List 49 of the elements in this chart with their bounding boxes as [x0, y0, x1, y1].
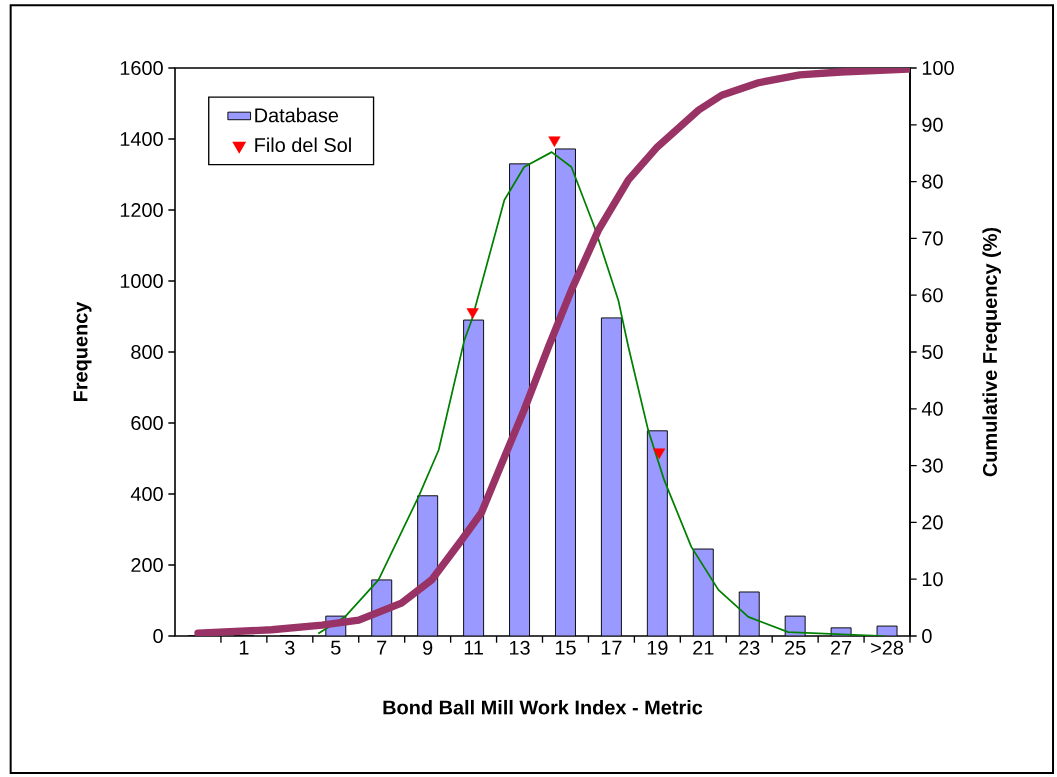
- y2-tick-label: 20: [922, 515, 943, 530]
- x-tick-label: 19: [647, 640, 668, 655]
- y2-axis-title: Cumulative Frequency (%): [982, 227, 1001, 477]
- x-tick-label: 27: [831, 640, 852, 655]
- y2-tick-label: 80: [922, 174, 943, 189]
- y-tick-label: 0: [153, 628, 163, 644]
- y-tick-label: 800: [131, 344, 163, 360]
- x-tick-label: 25: [785, 640, 806, 655]
- point: [466, 308, 479, 319]
- x-tick-label: 23: [739, 640, 760, 655]
- y2-tick-label: 90: [922, 117, 943, 132]
- y2-tick-label: 60: [922, 288, 943, 303]
- bar: [600, 317, 622, 636]
- y-tick-label: 400: [130, 486, 163, 502]
- x-tick-label: 3: [285, 640, 295, 655]
- legend-label: Filo del Sol: [255, 137, 351, 153]
- bar: [509, 163, 531, 636]
- y2-tick-label: 0: [922, 628, 932, 644]
- y-tick-label: 1200: [120, 202, 163, 218]
- y2-tick-label: 70: [922, 231, 943, 246]
- y-tick-label: 1400: [120, 131, 163, 147]
- y2-tick-label: 10: [922, 572, 943, 587]
- y2-tick-label: 40: [921, 401, 943, 416]
- x-tick-label: 1: [239, 640, 249, 655]
- x-tick-label: 9: [423, 640, 433, 655]
- y-tick-label: 1000: [120, 273, 163, 289]
- line-series: [317, 151, 885, 636]
- x-tick-label: 11: [464, 640, 483, 655]
- bar: [646, 430, 668, 636]
- point: [653, 448, 666, 460]
- y-tick-label: 1600: [120, 60, 163, 76]
- x-tick-label: 15: [555, 640, 576, 655]
- y-tick-label: 200: [131, 557, 163, 573]
- x-tick-label: 13: [509, 640, 530, 655]
- bar: [555, 148, 576, 636]
- point: [548, 136, 561, 147]
- x-tick-label: 21: [693, 640, 714, 655]
- legend-label: Database: [255, 107, 339, 123]
- x-tick-label: 7: [377, 640, 387, 655]
- y2-tick-label: 50: [922, 344, 943, 360]
- y2-tick-label: 30: [922, 458, 943, 473]
- y2-tick-label: 100: [922, 60, 954, 76]
- x-axis-title: Bond Ball Mill Work Index - Metric: [383, 699, 703, 715]
- y-axis-title: Frequency: [73, 301, 92, 402]
- x-tick-label: 17: [601, 640, 622, 655]
- y-tick-label: 600: [131, 415, 163, 431]
- bar: [463, 319, 485, 636]
- x-tick-label: 5: [331, 640, 341, 655]
- x-tick-label: >28: [871, 640, 904, 655]
